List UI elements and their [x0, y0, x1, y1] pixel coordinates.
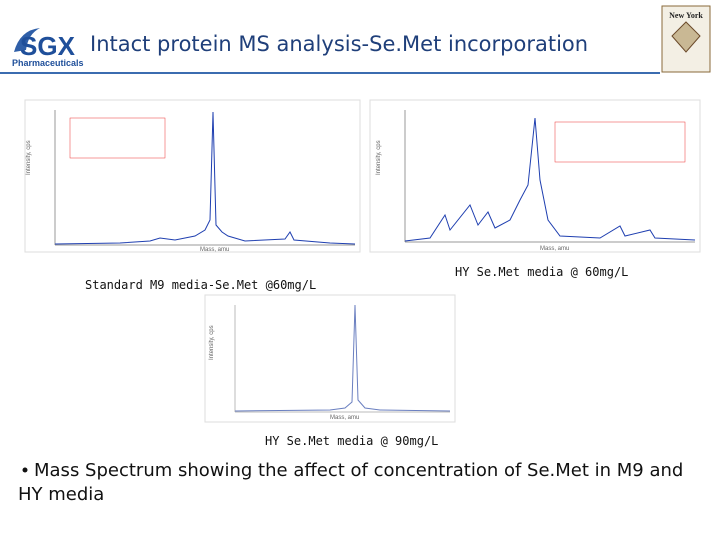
annotation-box	[69, 117, 166, 159]
y-axis-label: Intensity, cps	[209, 325, 215, 360]
slide-title: Intact protein MS analysis-Se.Met incorp…	[90, 32, 588, 56]
badge: New York	[661, 5, 711, 73]
y-axis-label: Intensity, cps	[26, 140, 32, 175]
spectrum-trace	[234, 304, 451, 412]
spectrum-panel: Mass, amu Intensity, cps	[204, 294, 456, 423]
logo-sub: Pharmaceuticals	[12, 58, 84, 68]
spectrum-trace	[404, 117, 696, 242]
bullet-dot	[22, 467, 28, 473]
panel-frame	[24, 99, 361, 253]
spectrum-trace	[54, 111, 356, 245]
x-axis-label: Mass, amu	[540, 246, 569, 252]
logo-swoosh	[14, 28, 40, 52]
x-axis-label: Mass, amu	[330, 415, 359, 421]
panel-caption: Standard M9 media-Se.Met @60mg/L	[85, 278, 316, 292]
panel-caption: HY Se.Met media @ 90mg/L	[265, 434, 438, 448]
y-axis-label: Intensity, cps	[376, 140, 382, 175]
logo-text: SGX	[20, 31, 76, 61]
spectrum-panel: Mass, amu Intensity, cps	[24, 99, 361, 253]
logo: SGX Pharmaceuticals	[12, 28, 84, 68]
spectrum-panel: Mass, amu Intensity, cps	[369, 99, 701, 253]
panel-frame	[369, 99, 701, 253]
panel-frame	[204, 294, 456, 423]
badge-text: New York	[669, 11, 703, 20]
badge-diamond	[671, 21, 701, 53]
x-axis-label: Mass, amu	[200, 247, 229, 253]
annotation-box	[554, 121, 686, 163]
panel-caption: HY Se.Met media @ 60mg/L	[455, 265, 628, 279]
bullet-text: Mass Spectrum showing the affect of conc…	[18, 460, 684, 505]
bullet-box: Mass Spectrum showing the affect of conc…	[18, 460, 684, 505]
